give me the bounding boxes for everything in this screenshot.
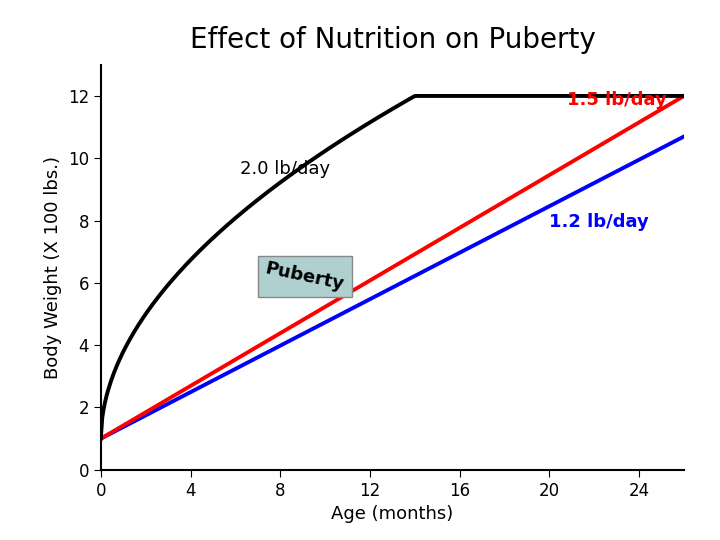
Title: Effect of Nutrition on Puberty: Effect of Nutrition on Puberty xyxy=(189,26,595,54)
FancyBboxPatch shape xyxy=(258,256,352,297)
Text: 2.0 lb/day: 2.0 lb/day xyxy=(240,160,330,178)
Text: Puberty: Puberty xyxy=(264,260,346,294)
Y-axis label: Body Weight (X 100 lbs.): Body Weight (X 100 lbs.) xyxy=(44,156,62,379)
Text: 1.5 lb/day: 1.5 lb/day xyxy=(567,91,667,109)
Text: 1.2 lb/day: 1.2 lb/day xyxy=(549,213,649,231)
X-axis label: Age (months): Age (months) xyxy=(331,505,454,523)
